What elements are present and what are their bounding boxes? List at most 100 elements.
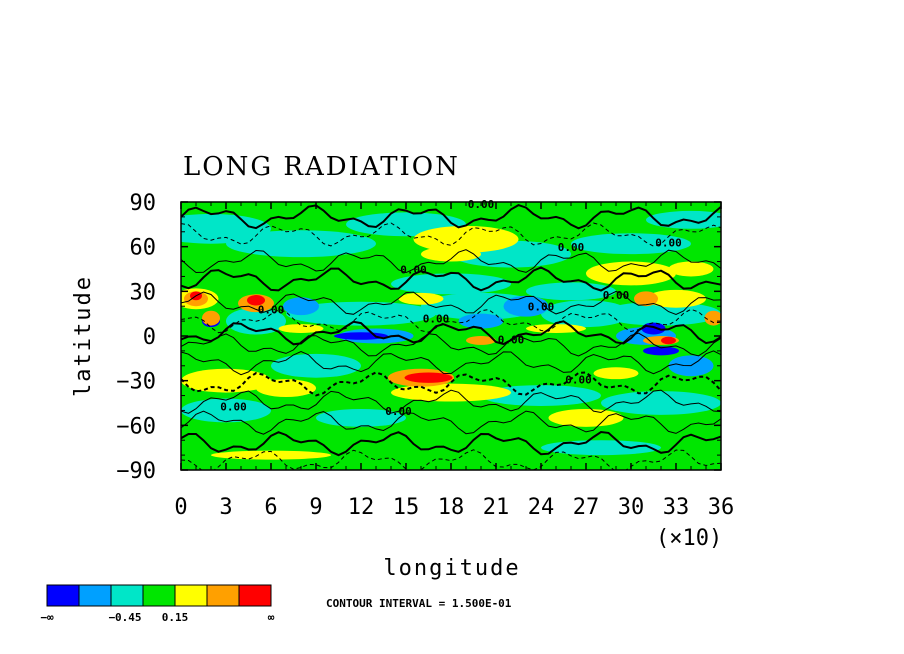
y-tick-label: 60: [130, 236, 157, 261]
x-multiplier-label: (×10): [656, 526, 722, 551]
contour-fill-region: [398, 292, 444, 305]
contour-fill-region: [391, 273, 511, 295]
contour-fill-region: [601, 391, 721, 415]
x-tick-label: 15: [393, 495, 420, 520]
colorbar-label: ∞: [268, 611, 275, 624]
contour-fill-region: [271, 353, 361, 378]
y-tick-labels: 90 60 30 0 −30 −60 −90: [116, 191, 156, 484]
contour-fill-region: [226, 230, 376, 258]
contour-value-label: 0.00: [558, 241, 585, 254]
colorbar-swatch: [174, 584, 208, 607]
plot-area: 0.00 0.00 0.00 0.00 0.00 0.00 0.00 0.00 0.00 0.00…: [180, 198, 722, 471]
contour-fill-region: [661, 336, 676, 345]
contour-fill-region: [481, 385, 601, 406]
colorbar-labels: −∞ −0.45 0.15 ∞: [40, 611, 274, 624]
contour-fill-region: [181, 368, 271, 393]
contour-value-label: 0.00: [400, 263, 427, 276]
contour-fill-region: [247, 295, 265, 306]
contour-fill-region: [404, 372, 453, 383]
contour-fill-region: [593, 367, 639, 380]
x-tick-label: 3: [219, 495, 232, 520]
colorbar-swatch: [142, 584, 176, 607]
contour-fill-region: [181, 398, 271, 423]
x-tick-label: 24: [528, 495, 555, 520]
contour-fill-region: [704, 310, 721, 326]
y-tick-label: −60: [116, 414, 156, 439]
colorbar-swatch: [238, 584, 272, 607]
contour-value-label: 0.00: [603, 289, 630, 302]
contour-fill-region: [466, 336, 496, 345]
contour-fill-region: [413, 225, 519, 253]
x-tick-label: 27: [573, 495, 600, 520]
contour-fill-region: [601, 301, 721, 326]
y-tick-label: −30: [116, 370, 156, 395]
contour-line: [181, 308, 721, 334]
contour-value-label: 0.00: [498, 333, 525, 346]
y-tick-label: −90: [116, 459, 156, 484]
y-tick-label: 90: [130, 191, 157, 216]
contour-line: [181, 290, 721, 316]
contour-fill-region: [526, 282, 616, 301]
contour-fill-region: [391, 383, 511, 402]
contour-fill-region: [316, 408, 406, 427]
x-tick-label: 12: [348, 495, 375, 520]
contour-line: [181, 249, 721, 274]
x-tick-label: 6: [264, 495, 277, 520]
contour-line: [181, 389, 721, 414]
contour-value-label: 0.00: [528, 301, 555, 314]
x-tick-label: 18: [438, 495, 465, 520]
contour-fill-region: [421, 246, 481, 262]
contour-line: [181, 204, 721, 230]
contour-value-label: 0.00: [220, 400, 247, 413]
contour-fill-region: [503, 295, 549, 317]
x-tick-labels: 0 3 6 9 12 15 18 21 24 27 30 33 36: [174, 495, 734, 520]
contour-value-label: 0.00: [655, 237, 682, 250]
contour-line: [181, 266, 721, 292]
contour-fill-region: [211, 450, 331, 460]
colorbar-label: 0.15: [162, 611, 189, 624]
contour-fill-region: [634, 291, 658, 307]
contour-line-layer: [181, 204, 721, 470]
y-tick-label: 0: [143, 325, 156, 350]
y-axis-label: latitude: [71, 275, 96, 397]
contour-fill-region: [283, 297, 319, 316]
chart-title: LONG RADIATION: [183, 152, 460, 182]
x-tick-label: 36: [708, 495, 735, 520]
y-tick-label: 30: [130, 280, 157, 305]
contour-line: [181, 430, 721, 457]
contour-fill-region: [571, 233, 691, 255]
contour-interval-text: CONTOUR INTERVAL = 1.500E-01: [326, 597, 512, 610]
contour-fill-region: [278, 324, 324, 334]
colorbar-swatch: [206, 584, 240, 607]
contour-fill-region: [548, 408, 624, 427]
contour-line: [181, 320, 721, 346]
colorbar-swatch: [78, 584, 112, 607]
contour-fill-layer: [181, 210, 721, 460]
axis-ticks: [180, 201, 722, 471]
colorbar-swatch: [46, 584, 80, 607]
contour-line: [181, 332, 721, 357]
contour-fill-region: [641, 322, 666, 335]
contour-line: [181, 350, 721, 376]
contour-value-label: 0.00: [565, 374, 592, 387]
x-tick-label: 9: [309, 495, 322, 520]
colorbar: [46, 584, 272, 607]
colorbar-swatch: [110, 584, 144, 607]
contour-value-label: 0.00: [385, 405, 412, 418]
contour-value-label: 0.00: [258, 304, 285, 317]
x-axis-label: longitude: [383, 556, 520, 581]
colorbar-label: −∞: [40, 611, 54, 624]
x-tick-label: 33: [663, 495, 690, 520]
contour-fill-region: [458, 313, 504, 329]
contour-fill-region: [334, 332, 388, 340]
contour-fill-region: [643, 346, 679, 356]
colorbar-label: −0.45: [108, 611, 141, 624]
contour-fill-region: [202, 310, 220, 326]
x-tick-label: 0: [174, 495, 187, 520]
contour-value-label: 0.00: [423, 313, 450, 326]
x-tick-label: 30: [618, 495, 645, 520]
contour-fill-region: [668, 261, 714, 277]
contour-line: [181, 410, 721, 435]
x-tick-label: 21: [483, 495, 510, 520]
